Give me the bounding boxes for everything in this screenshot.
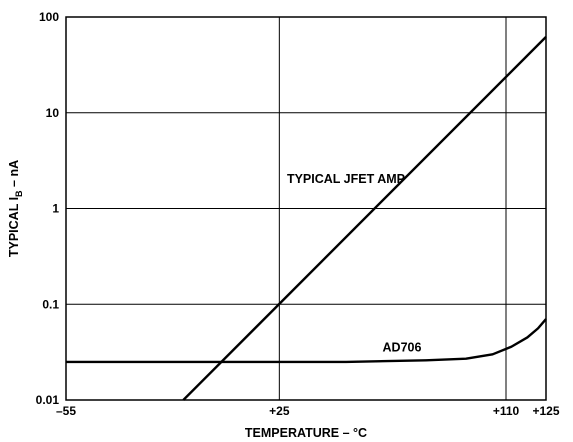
series-label: AD706 <box>383 341 422 355</box>
series-labels: TYPICAL JFET AMP AD706 <box>287 172 422 355</box>
x-tick-label: –55 <box>56 404 76 418</box>
plot-frame <box>65 16 547 401</box>
y-axis-title-suffix: – nA <box>7 160 21 191</box>
y-tick-label: 0.1 <box>42 297 59 311</box>
y-axis-title: TYPICAL IB – nA <box>7 160 24 257</box>
y-axis-title-subscript: B <box>14 190 24 197</box>
gridlines <box>66 17 546 400</box>
x-tick-label: +125 <box>532 404 559 418</box>
series-line-ad706 <box>66 318 547 364</box>
y-tick-label: 10 <box>46 106 60 120</box>
y-tick-label: 0.01 <box>36 393 60 407</box>
series-line-typical-jfet-amp <box>182 36 547 401</box>
y-tick-label: 1 <box>52 202 59 216</box>
y-tick-labels: 0.01 0.1 1 10 100 <box>36 10 60 407</box>
x-tick-label: +110 <box>493 404 520 418</box>
y-tick-label: 100 <box>39 10 59 24</box>
x-tick-labels: –55 +25 +110 +125 <box>56 404 560 418</box>
series-lines <box>66 36 547 401</box>
series-label: TYPICAL JFET AMP <box>287 172 405 186</box>
x-tick-label: +25 <box>269 404 290 418</box>
x-axis-title: TEMPERATURE – °C <box>245 426 367 440</box>
y-axis-title-main: TYPICAL I <box>7 197 21 257</box>
